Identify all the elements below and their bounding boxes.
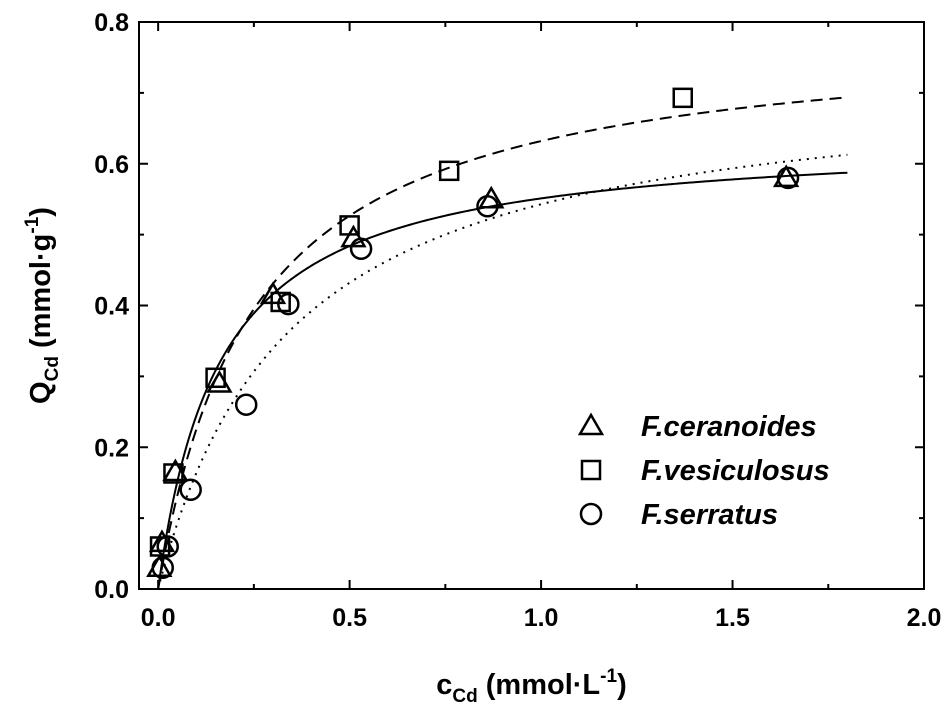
marker-square (438, 160, 460, 182)
y-tick-label: 0.8 (94, 9, 129, 37)
y-tick-label: 0.2 (94, 434, 129, 462)
legend-marker-triangle (577, 412, 605, 436)
x-axis-ticks: 0.0 0.5 1.0 1.5 2.0 (141, 22, 942, 632)
marker-circle (151, 556, 174, 579)
marker-circle (776, 166, 800, 190)
marker-square (672, 87, 694, 109)
x-axis-label-sub: Cd (452, 686, 477, 707)
marker-circle (179, 478, 202, 502)
legend-marker-square (580, 459, 602, 481)
marker-triangle (206, 369, 233, 393)
marker-circle (277, 292, 300, 316)
marker-square (163, 463, 184, 484)
x-axis-label-sup: -1 (600, 666, 617, 687)
x-axis-label-rest: (mmol·L (478, 669, 600, 701)
data-markers (146, 87, 800, 579)
marker-circle (349, 237, 373, 261)
marker-triangle (772, 164, 800, 188)
y-tick-label: 0.6 (94, 151, 129, 179)
marker-square (205, 367, 226, 389)
marker-square (339, 215, 360, 236)
x-tick-label: 0.0 (141, 604, 176, 632)
marker-triangle (478, 185, 505, 209)
marker-triangle (340, 224, 367, 248)
y-axis-label-end: ) (25, 207, 57, 217)
marker-circle (234, 393, 258, 416)
marker-circle (476, 195, 499, 218)
x-tick-label: 2.0 (907, 604, 942, 632)
marker-circle (156, 535, 179, 558)
legend-label: F.vesiculosus (641, 455, 830, 487)
x-tick-label: 1.0 (524, 604, 559, 632)
y-axis-label-sub: Cd (42, 356, 63, 381)
legend: F.ceranoides F.vesiculosus F.serratus (577, 411, 830, 531)
marker-triangle (148, 529, 176, 553)
plot-frame (138, 21, 925, 590)
y-tick-label: 0.4 (94, 293, 129, 321)
y-axis-label-main: Q (25, 381, 57, 404)
x-axis-label-end: ) (617, 669, 627, 701)
x-axis-label-main: c (436, 669, 452, 701)
marker-square (149, 536, 171, 557)
marker-triangle (162, 458, 189, 482)
y-axis-label-sup: -1 (22, 216, 43, 233)
y-tick-label: 0.0 (94, 576, 129, 604)
x-tick-label: 0.5 (332, 604, 367, 632)
x-tick-label: 1.5 (715, 604, 750, 632)
legend-label: F.serratus (641, 499, 778, 531)
y-axis-label: QCd (mmol·g-1) (22, 207, 63, 404)
legend-marker-circle (579, 502, 603, 526)
y-axis-ticks: 0.0 0.2 0.4 0.6 0.8 (94, 9, 924, 604)
y-axis-label-rest: (mmol·g (25, 234, 57, 356)
x-axis-label: cCd (mmol·L-1) (436, 666, 626, 707)
legend-label: F.ceranoides (641, 411, 817, 443)
